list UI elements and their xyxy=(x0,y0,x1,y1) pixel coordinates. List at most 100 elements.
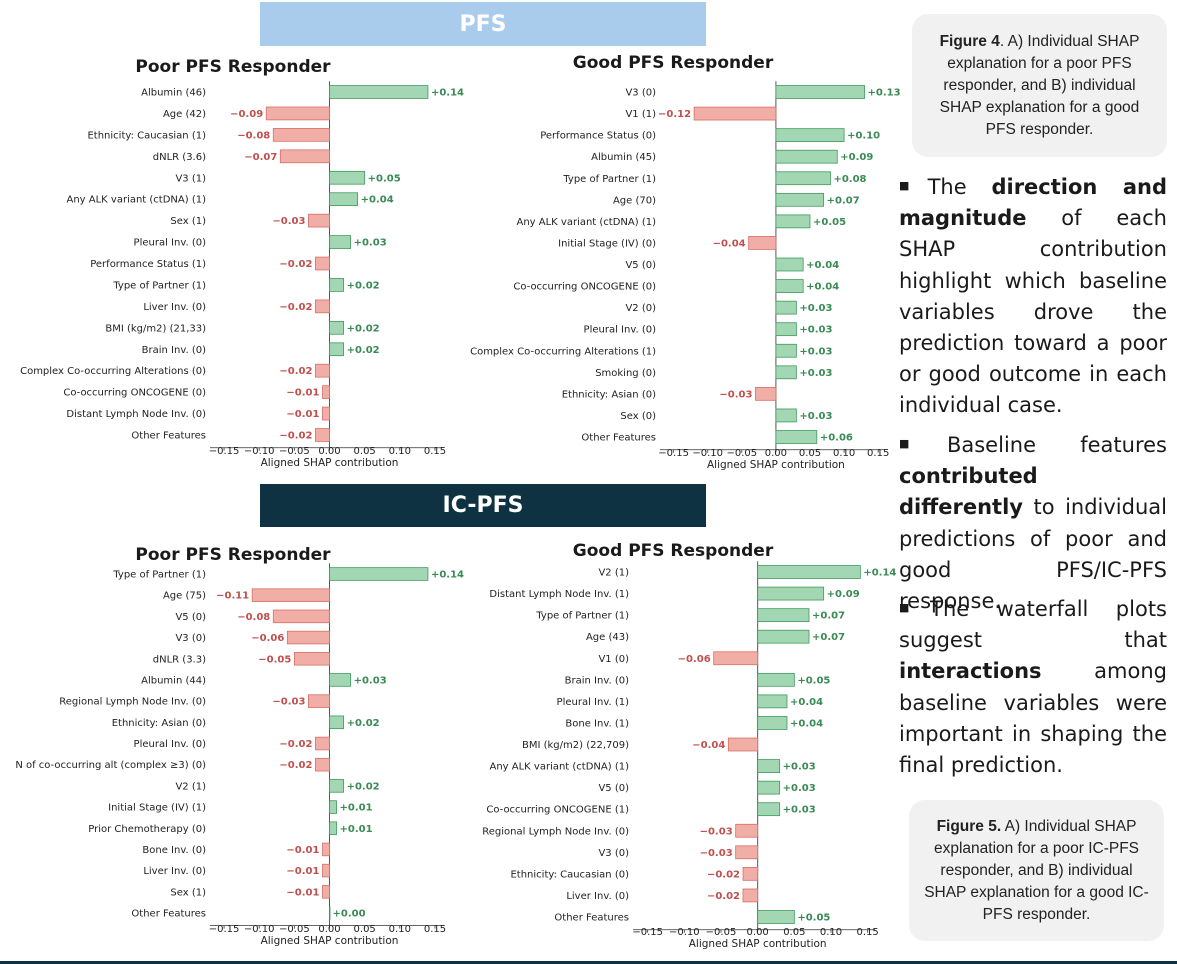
shap-bar xyxy=(322,885,330,899)
category-label: Age (75) xyxy=(163,591,206,602)
x-tick-label: 0.15 xyxy=(424,924,446,935)
value-label: −0.04 xyxy=(713,238,746,249)
shap-bar xyxy=(329,85,429,99)
x-tick-label: −0.15 xyxy=(209,924,240,935)
bullet2-bold: contributed differently xyxy=(899,464,1038,520)
value-label: +0.10 xyxy=(847,131,880,142)
value-label: +0.03 xyxy=(799,346,832,357)
x-axis-label: Aligned SHAP contribution xyxy=(707,459,845,471)
category-label: dNLR (3.6) xyxy=(153,152,206,163)
value-label: −0.12 xyxy=(658,109,691,120)
category-label: Albumin (46) xyxy=(141,88,206,99)
value-label: −0.07 xyxy=(244,152,277,163)
bullet3-text-end: among baseline variables were important … xyxy=(899,659,1167,778)
shap-bar xyxy=(775,343,797,358)
shap-bar xyxy=(322,863,330,878)
value-label: −0.02 xyxy=(279,366,312,377)
x-tick-label: −0.05 xyxy=(726,448,757,459)
value-label: −0.02 xyxy=(707,869,740,880)
category-label: Performance Status (0) xyxy=(540,131,656,142)
value-label: +0.02 xyxy=(347,345,380,356)
x-tick-label: 0.15 xyxy=(857,927,879,938)
x-tick-label: 0.10 xyxy=(389,924,411,935)
shap-bar xyxy=(775,430,818,444)
category-label: Brain Inv. (0) xyxy=(142,345,206,356)
bullet-direction-magnitude: ■The direction and magnitude of each SHA… xyxy=(899,170,1167,422)
value-label: +0.05 xyxy=(368,173,401,184)
shap-bar xyxy=(757,694,788,709)
shap-bar xyxy=(775,214,811,229)
value-label: −0.03 xyxy=(272,216,305,227)
category-label: Type of Partner (1) xyxy=(562,174,656,185)
value-label: +0.07 xyxy=(827,195,860,206)
x-axis-label: Aligned SHAP contribution xyxy=(261,457,399,469)
value-label: +0.02 xyxy=(347,781,380,792)
icpfs-banner-label: IC-PFS xyxy=(442,493,524,518)
chart-title: Good PFS Responder xyxy=(573,53,774,73)
pfs-section-banner: PFS xyxy=(260,2,706,46)
shap-bar xyxy=(315,428,330,442)
category-label: Bone Inv. (0) xyxy=(142,845,206,856)
shap-bar xyxy=(748,236,777,250)
x-tick-label: 0.05 xyxy=(799,448,821,459)
value-label: +0.03 xyxy=(799,303,832,314)
chart-icpfs-good: Good PFS Responder V2 (1) +0.14 Distant Lym… xyxy=(455,540,905,958)
category-label: V3 (1) xyxy=(175,173,206,184)
value-label: +0.04 xyxy=(361,195,394,206)
x-tick-label: 0.10 xyxy=(389,446,411,457)
category-label: Any ALK variant (ctDNA) (1) xyxy=(66,195,206,206)
shap-bar xyxy=(329,821,337,836)
value-label: +0.14 xyxy=(431,88,464,99)
shap-bar xyxy=(272,609,330,624)
value-label: +0.03 xyxy=(799,411,832,422)
bullet-contributed-differently: ■Baseline features contributed different… xyxy=(899,428,1167,617)
shap-bar xyxy=(775,257,804,272)
value-label: +0.01 xyxy=(340,803,373,814)
value-label: +0.13 xyxy=(868,88,901,99)
shap-bar xyxy=(775,408,797,423)
category-label: V2 (1) xyxy=(598,568,629,579)
category-label: Other Features xyxy=(131,431,206,442)
icpfs-section-banner: IC-PFS xyxy=(260,484,706,527)
category-label: Initial Stage (IV) (1) xyxy=(108,803,206,814)
value-label: −0.02 xyxy=(707,891,740,902)
shap-bar xyxy=(775,149,838,164)
shap-bar xyxy=(315,299,330,314)
shap-bar xyxy=(315,736,330,751)
value-label: +0.05 xyxy=(797,913,830,924)
category-label: Other Features xyxy=(131,909,206,920)
category-label: Ethnicity: Asian (0) xyxy=(562,389,656,400)
category-label: V5 (0) xyxy=(175,612,206,623)
shap-bar xyxy=(329,673,352,687)
x-tick-label: −0.05 xyxy=(706,927,737,938)
category-label: N of co-occurring alt (complex ≥3) (0) xyxy=(15,760,206,771)
x-tick-label: −0.05 xyxy=(279,924,310,935)
x-tick-label: 0.00 xyxy=(318,446,340,457)
category-label: Liver Inv. (0) xyxy=(143,302,206,313)
shap-bar xyxy=(329,715,344,730)
shap-bar xyxy=(251,588,330,602)
value-label: +0.09 xyxy=(840,152,873,163)
shap-bar xyxy=(272,128,330,142)
value-label: −0.01 xyxy=(286,887,319,898)
value-label: +0.03 xyxy=(799,368,832,379)
shap-bar xyxy=(265,106,330,121)
value-label: −0.03 xyxy=(700,826,733,837)
category-label: Smoking (0) xyxy=(595,368,656,379)
value-label: −0.09 xyxy=(230,109,263,120)
figure5-caption-text: A) Individual SHAP explanation for a poo… xyxy=(924,817,1149,923)
value-label: +0.02 xyxy=(347,280,380,291)
x-tick-label: −0.10 xyxy=(244,446,275,457)
bullet-interactions: ■The waterfall plots suggest that intera… xyxy=(899,592,1167,781)
shap-bar xyxy=(757,910,795,924)
shap-bar xyxy=(693,106,777,121)
shap-bar xyxy=(308,213,330,228)
bullet1-text-end: of each SHAP contribution highlight whic… xyxy=(899,206,1167,418)
chart-title: Good PFS Responder xyxy=(573,541,774,561)
shap-bar xyxy=(315,256,330,271)
category-label: V1 (0) xyxy=(598,654,629,665)
value-label: −0.03 xyxy=(700,848,733,859)
category-label: V2 (0) xyxy=(625,303,656,314)
shap-bar xyxy=(757,586,825,601)
category-label: Pleural Inv. (0) xyxy=(584,325,657,336)
